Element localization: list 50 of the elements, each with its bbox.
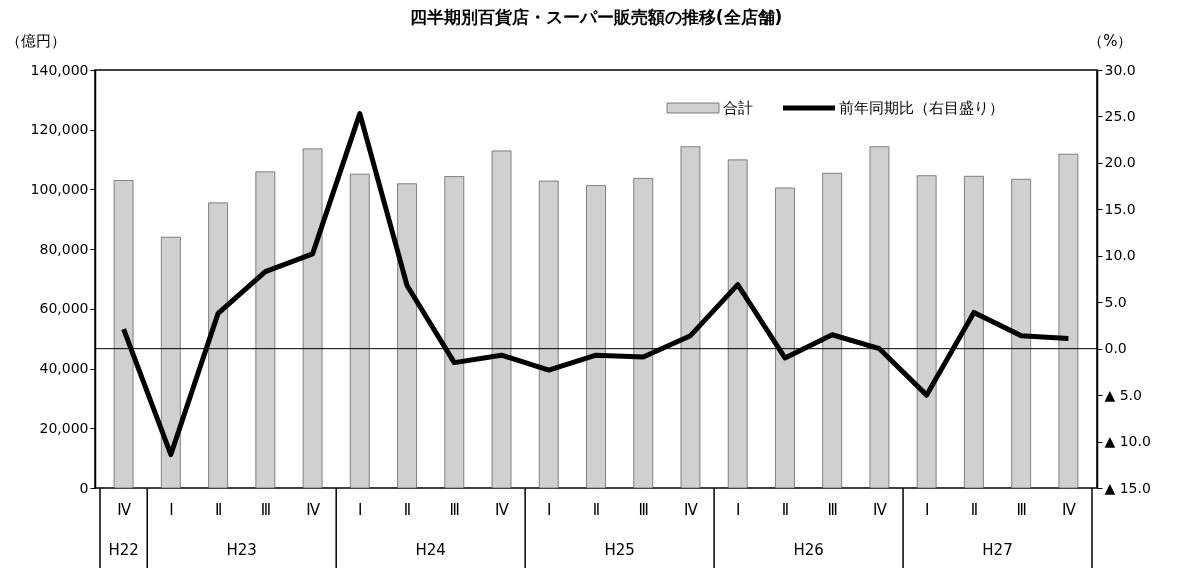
y2-tick-label: 20.0 [1104, 154, 1136, 171]
text: H27 [982, 541, 1013, 559]
text: H25 [604, 541, 635, 559]
y-tick-label: 20,000 [39, 419, 89, 436]
y-axis-title: （億円） [5, 31, 66, 50]
legend-label: 前年同期比（右目盛り） [839, 99, 1004, 117]
y-tick-label: 40,000 [39, 360, 89, 377]
x-tick-label: Ⅳ [684, 500, 699, 519]
y2-tick-label: ▲ 10.0 [1104, 433, 1151, 450]
x-tick-label: Ⅰ [547, 500, 552, 519]
text: H23 [226, 541, 257, 559]
y2-tick-label: 15.0 [1104, 200, 1136, 217]
legend-label: 合計 [723, 99, 753, 117]
x-tick-label: Ⅳ [1061, 500, 1076, 519]
x-tick-label: Ⅱ [781, 500, 790, 519]
text: H22 [108, 541, 139, 559]
x-tick-label: Ⅲ [827, 500, 838, 519]
y-tick-label: 80,000 [39, 240, 89, 257]
y-tick-label: 140,000 [30, 61, 89, 78]
y-tick-label: 0 [79, 479, 89, 496]
x-tick-label: Ⅰ [358, 500, 363, 519]
x-tick-label: Ⅰ [924, 500, 930, 519]
x-tick-label: Ⅲ [638, 500, 649, 519]
x-tick-label: Ⅳ [495, 500, 510, 519]
y2-tick-label: 5.0 [1104, 293, 1127, 310]
text: H24 [415, 541, 446, 559]
y2-tick-label: 25.0 [1104, 107, 1136, 124]
x-tick-label: Ⅲ [260, 500, 272, 519]
y-tick-label: 120,000 [30, 121, 89, 138]
y2-tick-label: ▲ 5.0 [1104, 386, 1142, 403]
y2-tick-label: 30.0 [1104, 61, 1136, 78]
x-tick-label: Ⅳ [873, 500, 888, 519]
x-tick-label: Ⅱ [970, 500, 979, 519]
text: H26 [793, 541, 824, 559]
x-tick-label: Ⅱ [403, 500, 412, 519]
chart-title: 四半期別百貨店・スーパー販売額の推移(全店舗) [409, 7, 783, 27]
x-tick-label: Ⅱ [592, 500, 601, 519]
y2-tick-label: 10.0 [1104, 247, 1136, 264]
x-tick-label: Ⅰ [169, 500, 174, 519]
x-tick-label: Ⅲ [1016, 500, 1027, 519]
y2-axis-title: （%） [1088, 31, 1133, 50]
y2-tick-label: 0.0 [1104, 340, 1127, 357]
x-tick-label: Ⅲ [449, 500, 460, 519]
x-tick-label: Ⅰ [736, 500, 741, 519]
x-tick-label: Ⅱ [214, 500, 223, 519]
y-tick-label: 60,000 [39, 300, 89, 317]
y2-tick-label: ▲ 15.0 [1104, 479, 1151, 496]
x-tick-label: Ⅳ [306, 500, 321, 519]
y-tick-label: 100,000 [30, 180, 89, 197]
x-tick-label: Ⅳ [117, 500, 132, 519]
